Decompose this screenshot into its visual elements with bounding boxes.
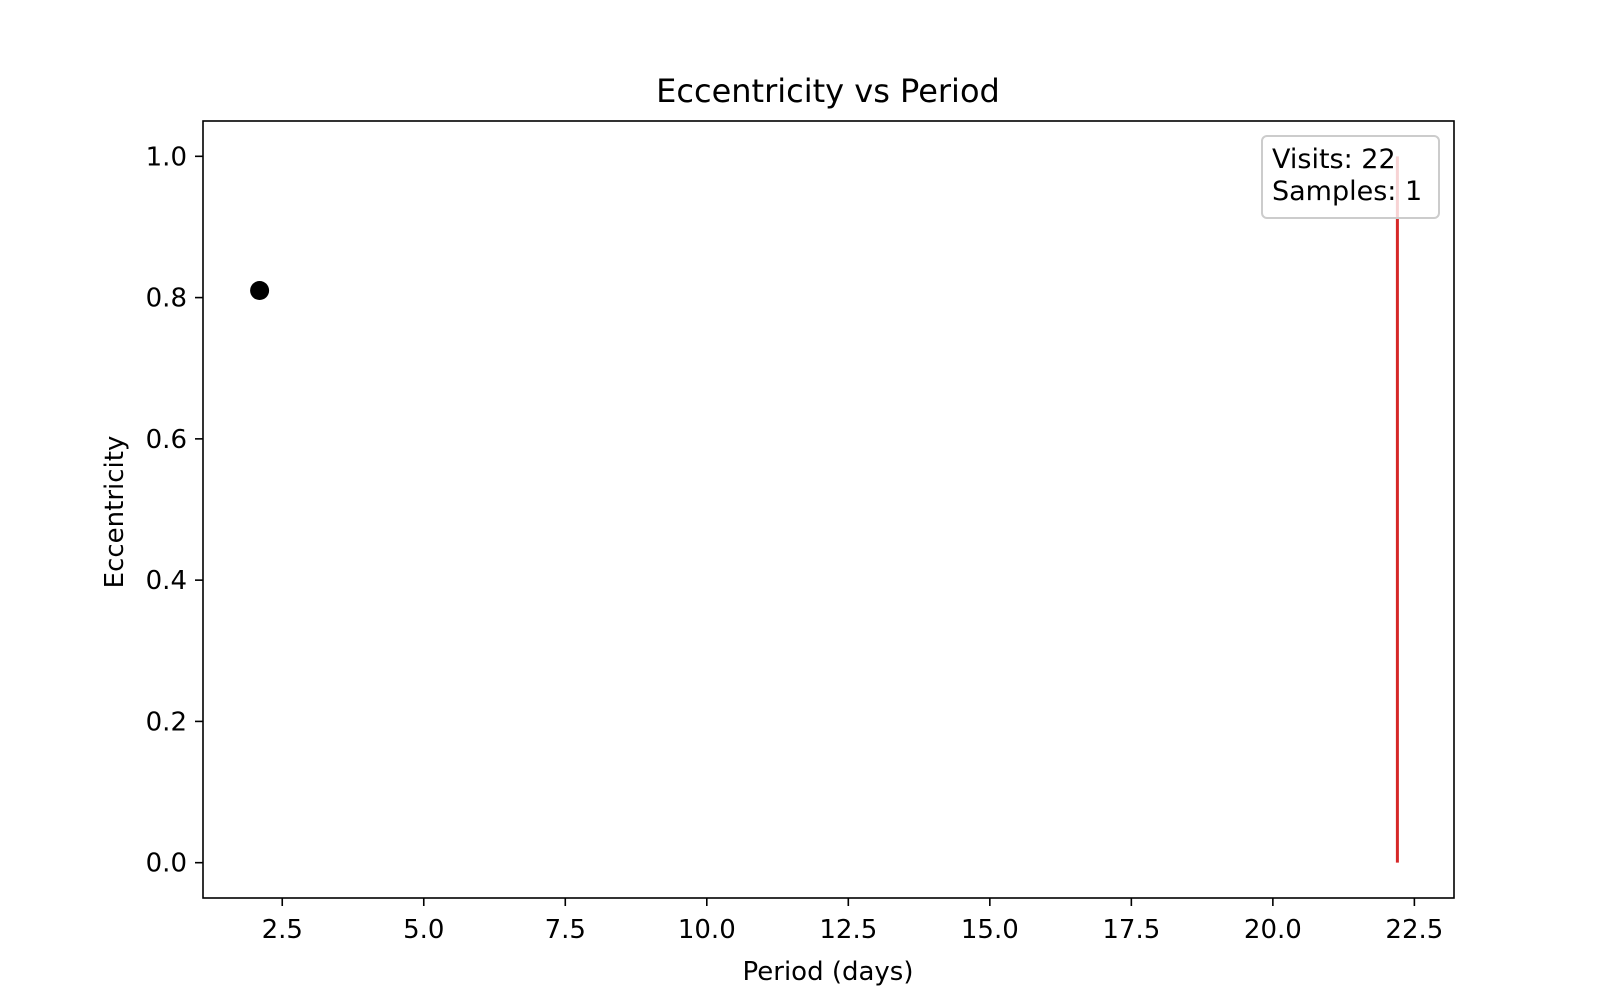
x-tick-label: 17.5 — [1102, 915, 1160, 945]
y-tick-label: 0.8 — [146, 284, 187, 314]
legend: Visits: 22 Samples: 1 — [1261, 135, 1440, 219]
legend-box — [1261, 135, 1440, 219]
plot-frame — [202, 120, 1455, 899]
x-tick-label: 7.5 — [545, 915, 586, 945]
y-tick-label: 0.6 — [146, 425, 187, 455]
y-tick-label: 0.2 — [146, 707, 187, 737]
x-axis: 2.5 5.0 7.5 10.0 12.5 15.0 17.5 20.0 22.5 — [262, 898, 1443, 945]
y-tick-label: 1.0 — [146, 142, 187, 172]
x-tick-label: 15.0 — [961, 915, 1019, 945]
x-tick-label: 10.0 — [678, 915, 736, 945]
x-tick-label: 22.5 — [1385, 915, 1443, 945]
chart-title: Eccentricity vs Period — [656, 72, 1000, 110]
x-tick-label: 20.0 — [1244, 915, 1302, 945]
x-tick-label: 5.0 — [403, 915, 444, 945]
x-tick-label: 12.5 — [819, 915, 877, 945]
x-axis-label: Period (days) — [743, 957, 914, 987]
plot-area — [250, 156, 1399, 863]
y-axis: 0.0 0.2 0.4 0.6 0.8 1.0 — [146, 142, 203, 879]
x-tick-label: 2.5 — [262, 915, 303, 945]
legend-visits-text: Visits: 22 — [1272, 144, 1396, 175]
y-tick-label: 0.4 — [146, 566, 187, 596]
legend-samples-text: Samples: 1 — [1272, 176, 1422, 207]
y-axis-label: Eccentricity — [100, 436, 130, 589]
data-point — [250, 281, 270, 301]
y-tick-label: 0.0 — [146, 849, 187, 879]
